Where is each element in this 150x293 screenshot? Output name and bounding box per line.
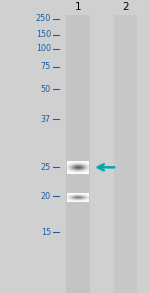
- Text: 37: 37: [41, 115, 51, 124]
- Text: 15: 15: [41, 228, 51, 237]
- Text: 50: 50: [41, 85, 51, 94]
- Text: 20: 20: [41, 192, 51, 201]
- Text: 2: 2: [122, 2, 129, 12]
- Text: 250: 250: [36, 14, 51, 23]
- Text: 25: 25: [41, 163, 51, 172]
- Text: 75: 75: [41, 62, 51, 71]
- Bar: [66, 15, 90, 293]
- Text: 1: 1: [75, 2, 81, 12]
- Text: 100: 100: [36, 44, 51, 53]
- Text: 150: 150: [36, 30, 51, 39]
- Bar: [114, 15, 137, 293]
